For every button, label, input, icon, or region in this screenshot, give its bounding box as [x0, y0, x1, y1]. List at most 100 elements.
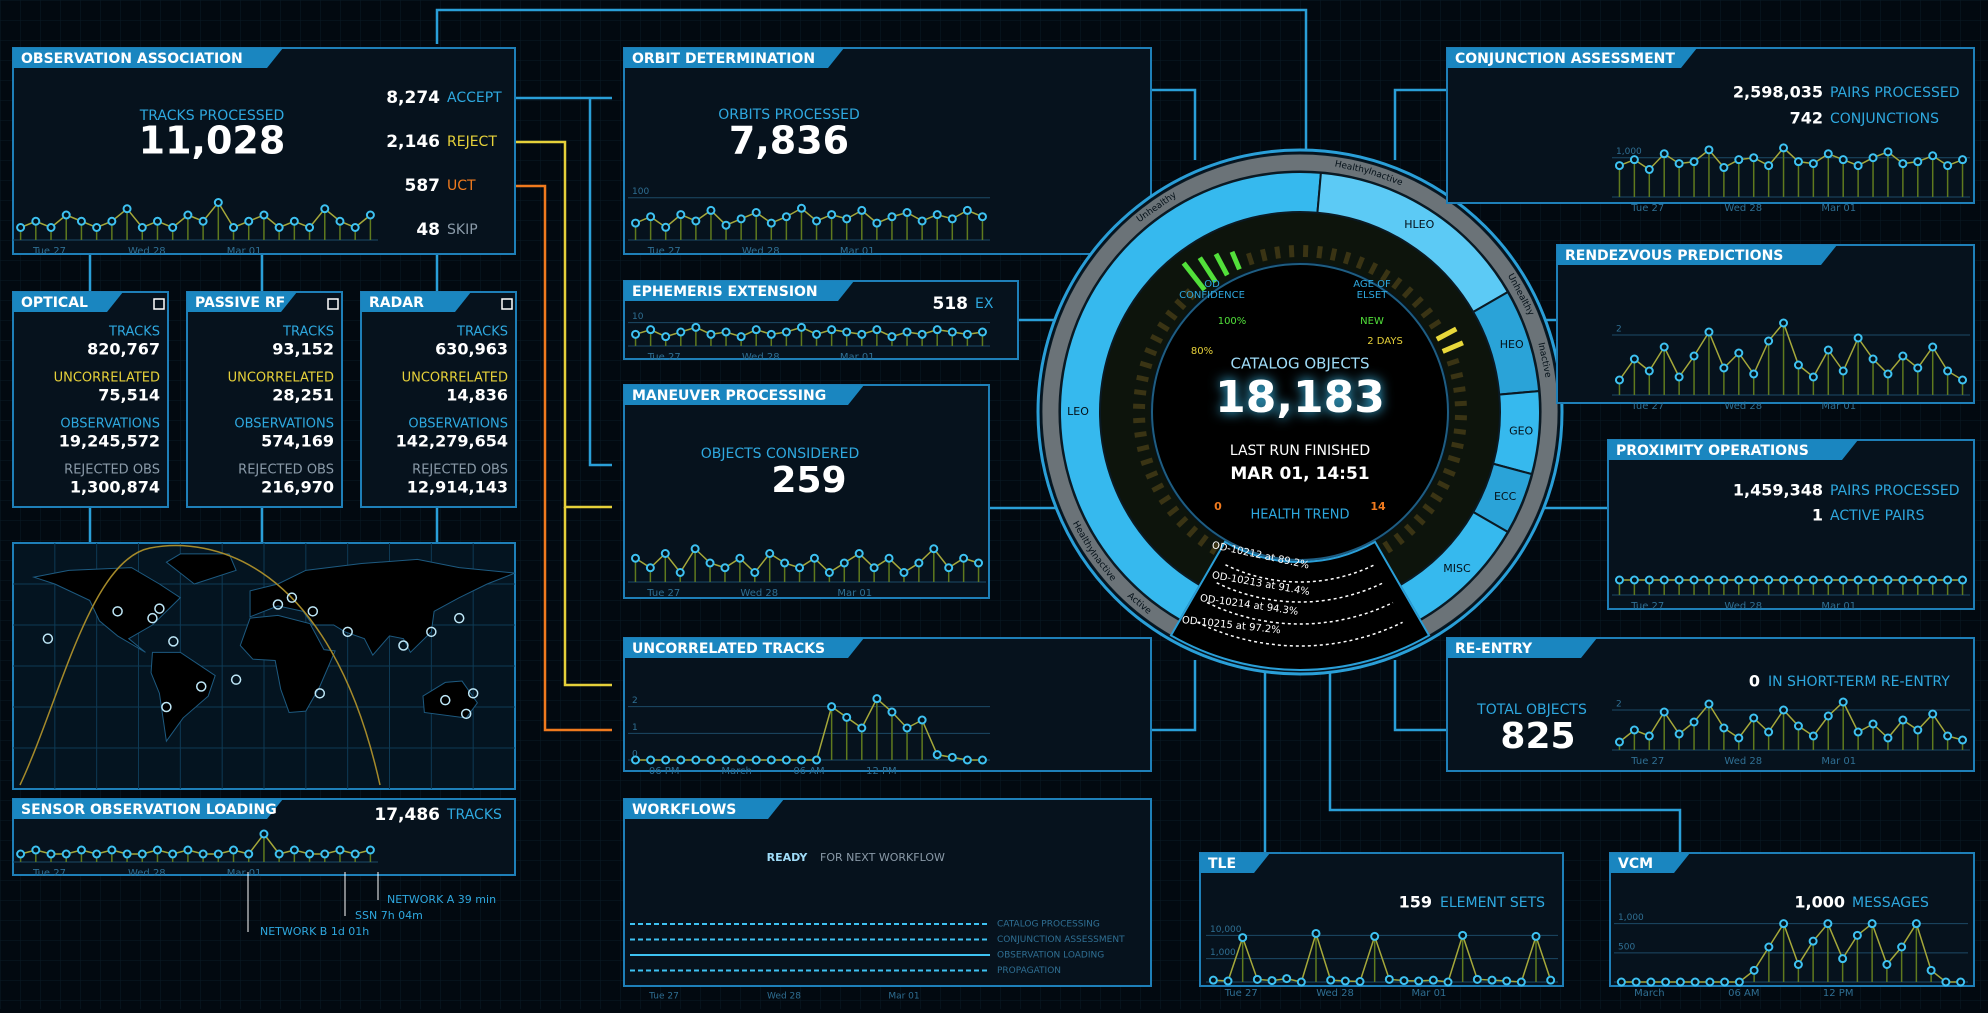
- metric-value: 17,486: [374, 805, 440, 825]
- trend-dot: [662, 550, 669, 557]
- status-note: FOR NEXT WORKFLOW: [820, 851, 945, 864]
- sensor-row-value: 820,767: [87, 340, 160, 359]
- dial-tick: [1345, 252, 1349, 263]
- panel-title: OBSERVATION ASSOCIATION: [21, 51, 243, 67]
- trend-dot: [1765, 729, 1772, 736]
- trend-dot: [919, 331, 926, 338]
- annotation: SSN 7h 04m: [355, 909, 423, 922]
- trend-dot: [783, 757, 790, 764]
- workflow-label: CONJUNCTION ASSESSMENT: [997, 935, 1125, 945]
- trend-dot: [1780, 320, 1787, 327]
- metric-label: CONJUNCTIONS: [1830, 111, 1939, 127]
- x-tick-label: 12 PM: [1823, 988, 1854, 999]
- trend-dot: [888, 213, 895, 220]
- trend-dot: [1720, 577, 1727, 584]
- dial-tick: [1451, 374, 1463, 377]
- trend-dot: [677, 211, 684, 218]
- trend-dot: [647, 213, 654, 220]
- trend-dot: [1765, 338, 1772, 345]
- trend-dot: [1810, 374, 1817, 381]
- trend-dot: [1662, 979, 1669, 986]
- sensor-row-value: 14,836: [446, 386, 508, 405]
- trend-dot: [888, 709, 895, 716]
- sensor-row-label: TRACKS: [108, 325, 160, 340]
- trend-dot: [291, 218, 298, 225]
- panel-title: RADAR: [369, 295, 424, 311]
- trend-dot: [1661, 577, 1668, 584]
- x-tick-label: Wed 28: [742, 352, 780, 363]
- outcome-count: 48: [416, 220, 440, 240]
- panel-title: OPTICAL: [21, 295, 88, 311]
- trend-dot: [662, 224, 669, 231]
- trend-dot: [632, 220, 639, 227]
- sensor-row-label: OBSERVATIONS: [234, 417, 334, 432]
- trend-dot: [32, 847, 39, 854]
- trend-dot: [169, 224, 176, 231]
- health-label: HEALTH TREND: [1250, 508, 1349, 523]
- trend-dot: [632, 555, 639, 562]
- trend-dot: [1210, 977, 1217, 984]
- trend-dot: [843, 714, 850, 721]
- trend-dot: [753, 757, 760, 764]
- trend-dot: [1959, 577, 1966, 584]
- trend-dot: [841, 560, 848, 567]
- panel-title: ORBIT DETERMINATION: [632, 51, 815, 67]
- metric-value: 742: [1790, 109, 1823, 128]
- panel-title: WORKFLOWS: [632, 802, 736, 818]
- trend-dot: [276, 851, 283, 858]
- trend-dot: [979, 329, 986, 336]
- trend-dot: [139, 851, 146, 858]
- x-tick-label: Wed 28: [1724, 401, 1762, 412]
- trend-dot: [1547, 977, 1554, 984]
- annotation: NETWORK A 39 min: [387, 893, 496, 906]
- panel-title: RE-ENTRY: [1455, 641, 1533, 657]
- trend-dot: [260, 212, 267, 219]
- trend-dot: [1489, 977, 1496, 984]
- trend-dot: [798, 205, 805, 212]
- trend-dot: [1810, 938, 1817, 945]
- trend-dot: [1870, 356, 1877, 363]
- trend-dot: [63, 212, 70, 219]
- trend-dot: [1736, 979, 1743, 986]
- sensor-row-label: TRACKS: [456, 325, 508, 340]
- trend-dot: [1944, 368, 1951, 375]
- trend-dot: [798, 324, 805, 331]
- x-tick-label: Mar 01: [840, 352, 875, 363]
- trend-dot: [1633, 979, 1640, 986]
- metric-value: 0: [1749, 672, 1760, 691]
- x-tick-label: Tue 27: [1630, 756, 1664, 767]
- trend-dot: [1239, 934, 1246, 941]
- trend-dot: [888, 333, 895, 340]
- trend-dot: [1780, 707, 1787, 714]
- trend-dot: [1839, 955, 1846, 962]
- catalog-value: 18,183: [1215, 372, 1385, 423]
- dial-tick-label: 80%: [1191, 346, 1213, 357]
- outcome-label: REJECT: [447, 134, 497, 150]
- trend-dot: [1735, 577, 1742, 584]
- trend-dot: [768, 757, 775, 764]
- y-tick-label: 10,000: [1210, 925, 1242, 935]
- sensor-row-label: REJECTED OBS: [64, 463, 160, 478]
- run-value: MAR 01, 14:51: [1230, 464, 1369, 484]
- x-tick-label: Mar 01: [837, 588, 872, 599]
- panel-title: RENDEZVOUS PREDICTIONS: [1565, 248, 1783, 264]
- metric-label: ACTIVE PAIRS: [1830, 508, 1925, 524]
- trend-dot: [1928, 967, 1935, 974]
- trend-dot: [1825, 150, 1832, 157]
- dial-tick-label: 2 DAYS: [1367, 336, 1403, 347]
- y-tick-label: 10: [632, 312, 644, 322]
- trend-dot: [707, 757, 714, 764]
- trend-dot: [306, 851, 313, 858]
- trend-dot: [215, 199, 222, 206]
- trend-dot: [934, 211, 941, 218]
- trend-dot: [856, 550, 863, 557]
- trend-dot: [1840, 368, 1847, 375]
- workflow-label: CATALOG PROCESSING: [997, 920, 1100, 930]
- trend-dot: [1840, 156, 1847, 163]
- trend-dot: [108, 847, 115, 854]
- trend-dot: [1705, 577, 1712, 584]
- x-tick-label: Mar 01: [227, 246, 262, 257]
- sensor-row-value: 142,279,654: [396, 432, 508, 451]
- trend-dot: [692, 324, 699, 331]
- trend-dot: [1661, 150, 1668, 157]
